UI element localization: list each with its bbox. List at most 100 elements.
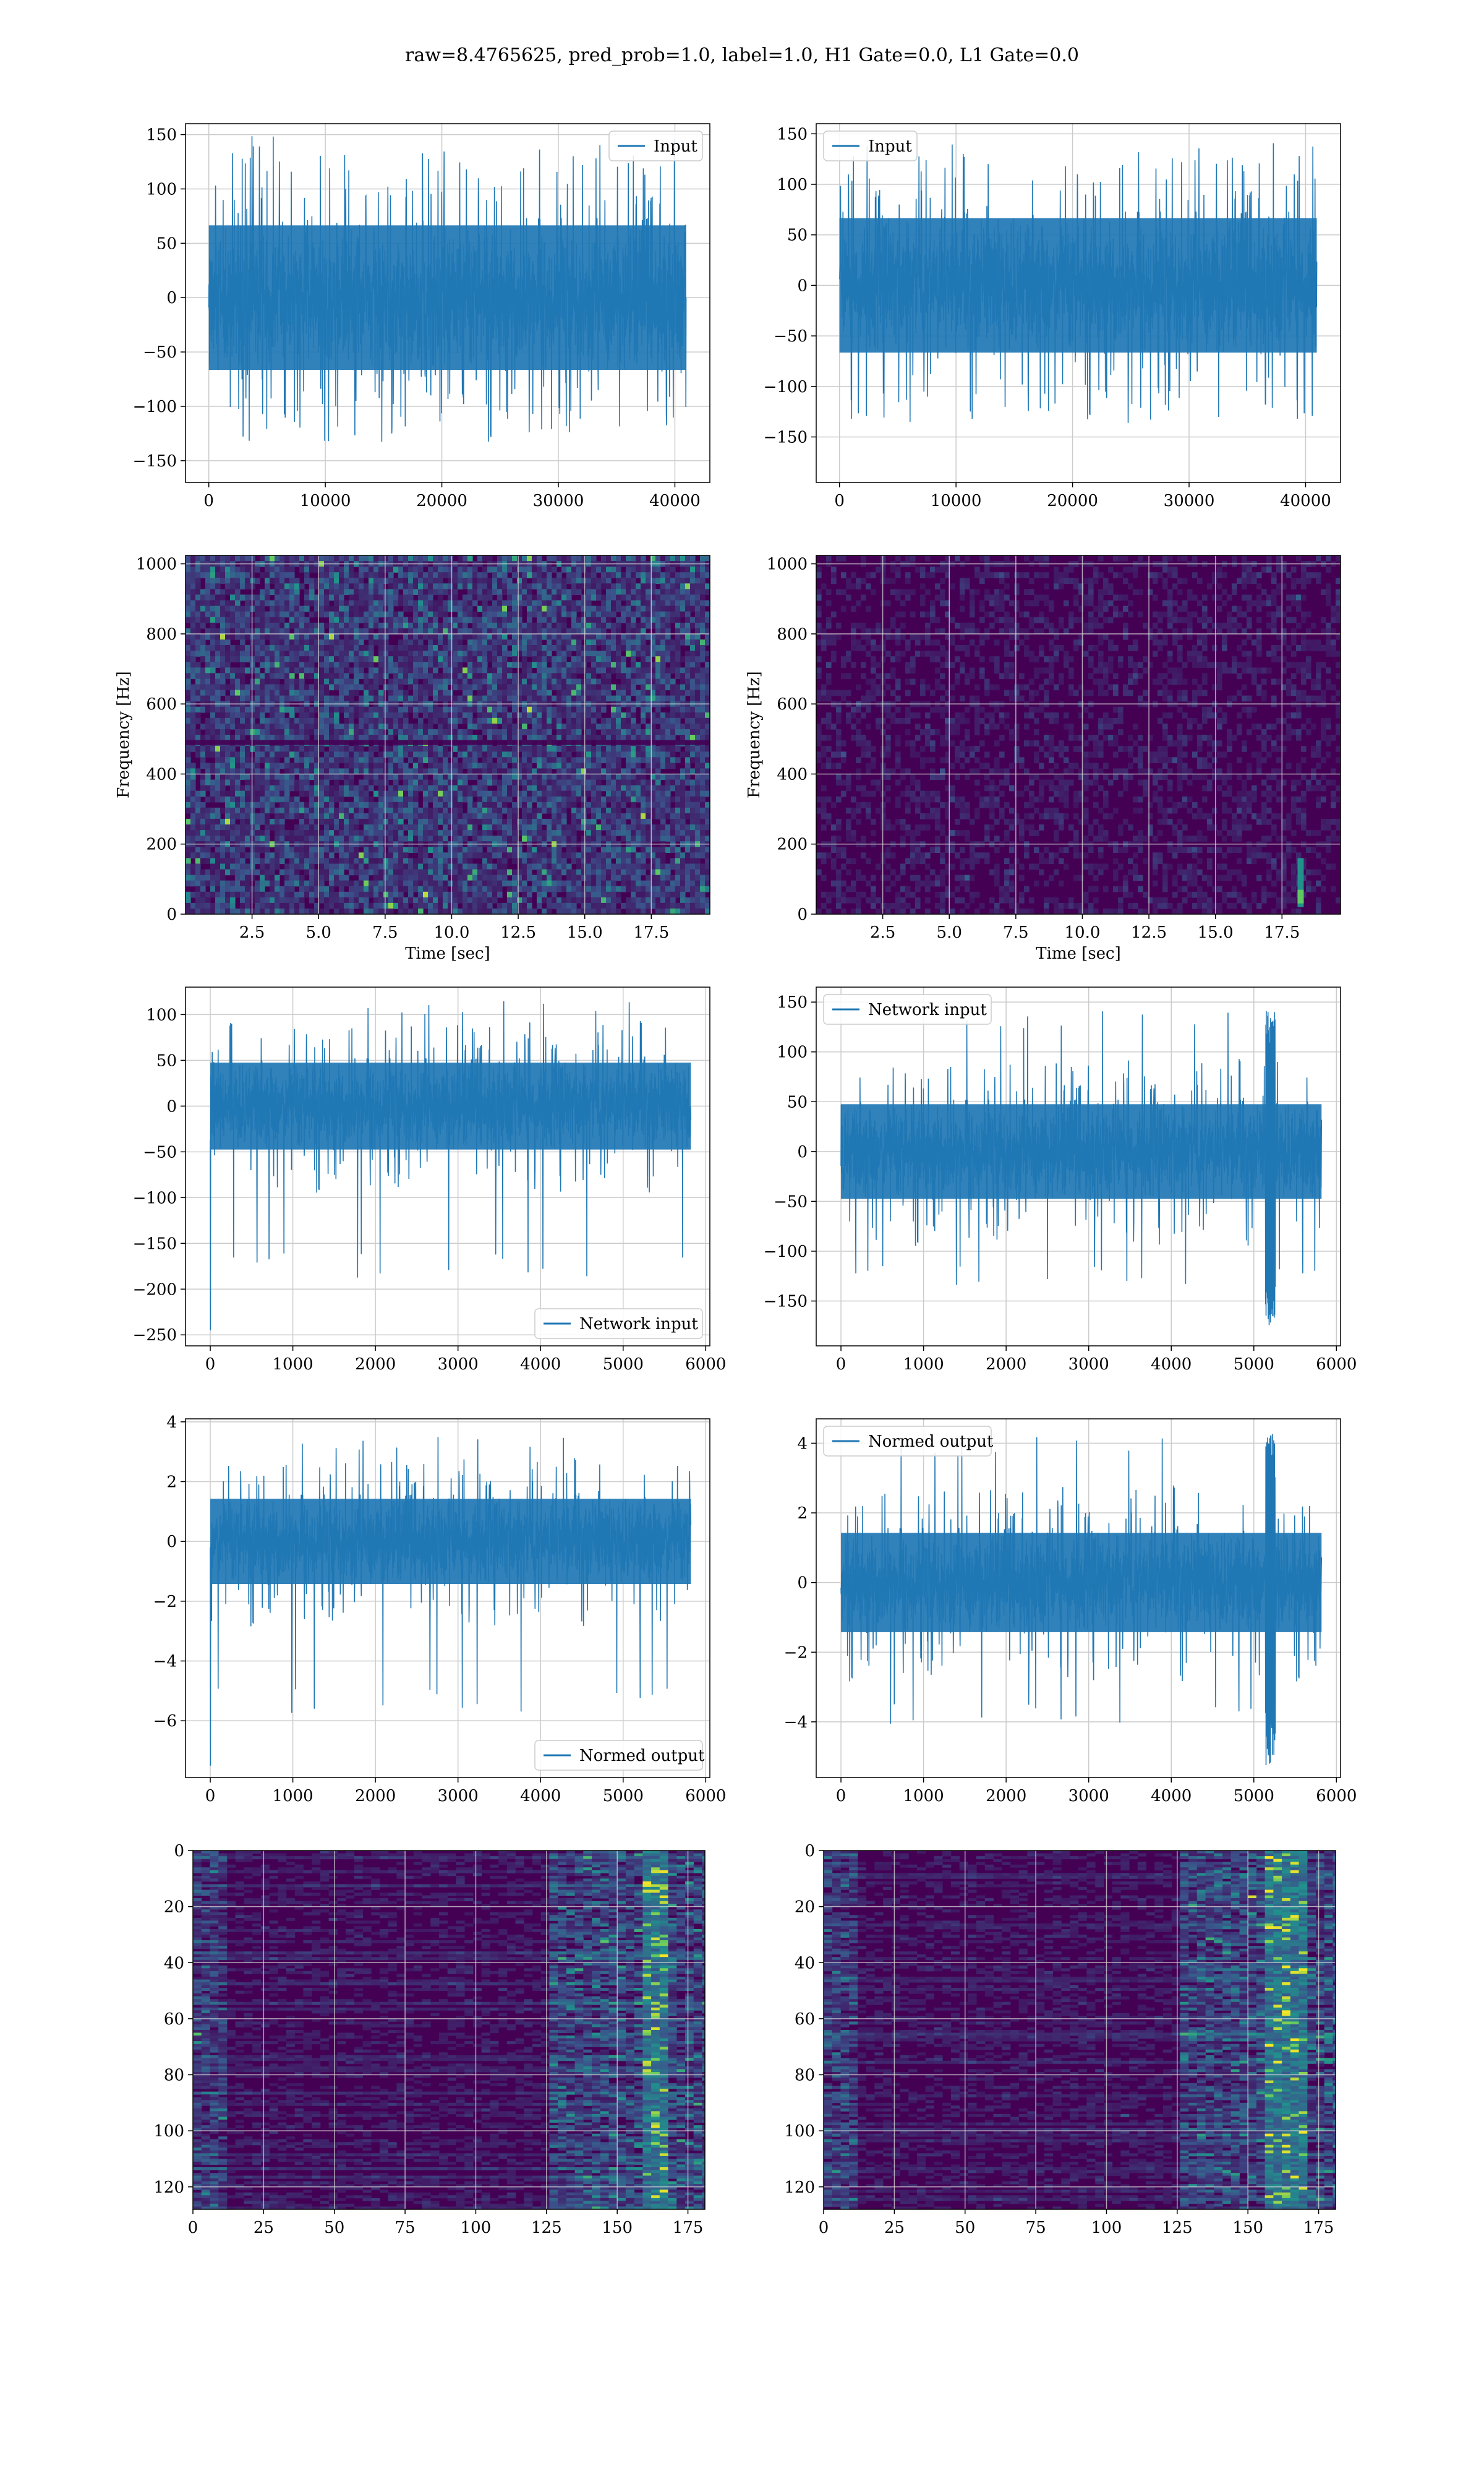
heatmap-cell <box>591 622 597 629</box>
heatmap-cell <box>438 600 443 607</box>
heatmap-cell <box>299 628 305 635</box>
heatmap-cell <box>626 813 631 820</box>
heatmap-cell <box>225 583 231 589</box>
heatmap-cell <box>279 763 285 769</box>
heatmap-cell <box>265 622 270 629</box>
heatmap-cell <box>502 830 508 836</box>
heatmap-cell <box>299 656 305 662</box>
heatmap-cell <box>467 667 473 674</box>
heatmap-cell <box>660 673 666 679</box>
heatmap-cell <box>408 796 414 803</box>
heatmap-cell <box>636 746 641 752</box>
heatmap-cell <box>186 824 191 831</box>
heatmap-cell <box>512 583 518 589</box>
heatmap-cell <box>299 768 305 775</box>
heatmap-cell <box>270 712 275 719</box>
heatmap-cell <box>601 622 607 629</box>
heatmap-cell <box>502 757 508 763</box>
heatmap-cell <box>655 645 661 651</box>
heatmap-cell <box>438 678 443 685</box>
heatmap-cell <box>354 656 359 662</box>
heatmap-cell <box>537 633 542 640</box>
heatmap-cell <box>626 717 631 724</box>
heatmap-cell <box>344 751 349 758</box>
heatmap-cell <box>388 684 394 691</box>
heatmap-cell <box>314 824 320 831</box>
heatmap-cell <box>354 751 359 758</box>
heatmap-cell <box>255 678 260 685</box>
heatmap-cell <box>438 656 443 662</box>
heatmap-cell <box>527 583 532 589</box>
heatmap-cell <box>552 600 557 607</box>
heatmap-cell <box>364 656 369 662</box>
heatmap-cell <box>408 622 414 629</box>
heatmap-cell <box>364 706 369 713</box>
heatmap-cell <box>611 645 616 651</box>
heatmap-cell <box>418 606 424 612</box>
heatmap-cell <box>655 578 661 584</box>
heatmap-cell <box>324 763 330 769</box>
heatmap-cell <box>611 639 616 646</box>
heatmap-cell <box>339 818 344 825</box>
heatmap-cell <box>552 836 557 842</box>
heatmap-cell <box>364 818 369 825</box>
heatmap-cell <box>581 645 587 651</box>
heatmap-cell <box>186 645 191 651</box>
heatmap-cell <box>626 600 631 607</box>
heatmap-cell <box>522 622 527 629</box>
heatmap-cell <box>665 723 671 730</box>
heatmap-cell <box>497 628 503 635</box>
heatmap-cell <box>255 813 260 820</box>
heatmap-cell <box>685 555 691 562</box>
heatmap-cell <box>220 824 226 831</box>
heatmap-cell <box>195 600 201 607</box>
heatmap-cell <box>225 830 231 836</box>
heatmap-cell <box>576 600 582 607</box>
heatmap-cell <box>289 651 295 657</box>
heatmap-cell <box>561 796 567 803</box>
heatmap-cell <box>527 757 532 763</box>
heatmap-cell <box>685 628 691 635</box>
heatmap-cell <box>408 667 414 674</box>
heatmap-cell <box>383 656 389 662</box>
heatmap-cell <box>344 785 349 792</box>
heatmap-cell <box>220 617 226 623</box>
heatmap-cell <box>255 667 260 674</box>
heatmap-cell <box>502 611 508 618</box>
heatmap-cell <box>517 651 522 657</box>
heatmap-cell <box>383 667 389 674</box>
heatmap-cell <box>616 779 621 786</box>
heatmap-cell <box>527 622 532 629</box>
heatmap-cell <box>626 712 631 719</box>
heatmap-cell <box>552 807 557 814</box>
heatmap-cell <box>220 723 226 730</box>
heatmap-cell <box>359 673 364 679</box>
heatmap-cell <box>210 830 216 836</box>
heatmap-cell <box>448 830 453 836</box>
heatmap-cell <box>205 830 211 836</box>
heatmap-cell <box>289 617 295 623</box>
heatmap-cell <box>334 684 339 691</box>
heatmap-cell <box>655 555 661 562</box>
heatmap-cell <box>453 583 458 589</box>
heatmap-cell <box>641 706 646 713</box>
heatmap-cell <box>354 807 359 814</box>
heatmap-cell <box>324 836 330 842</box>
heatmap-cell <box>265 583 270 589</box>
heatmap-cell <box>596 774 602 781</box>
heatmap-cell <box>378 651 384 657</box>
heatmap-cell <box>344 768 349 775</box>
heatmap-cell <box>240 673 245 679</box>
heatmap-cell <box>289 830 295 836</box>
heatmap-cell <box>547 611 552 618</box>
heatmap-cell <box>373 633 379 640</box>
heatmap-cell <box>403 673 409 679</box>
heatmap-cell <box>537 639 542 646</box>
heatmap-cell <box>289 813 295 820</box>
heatmap-cell <box>255 617 260 623</box>
heatmap-cell <box>477 662 483 668</box>
heatmap-cell <box>532 578 537 584</box>
heatmap-cell <box>433 651 438 657</box>
heatmap-cell <box>527 589 532 596</box>
heatmap-cell <box>334 830 339 836</box>
